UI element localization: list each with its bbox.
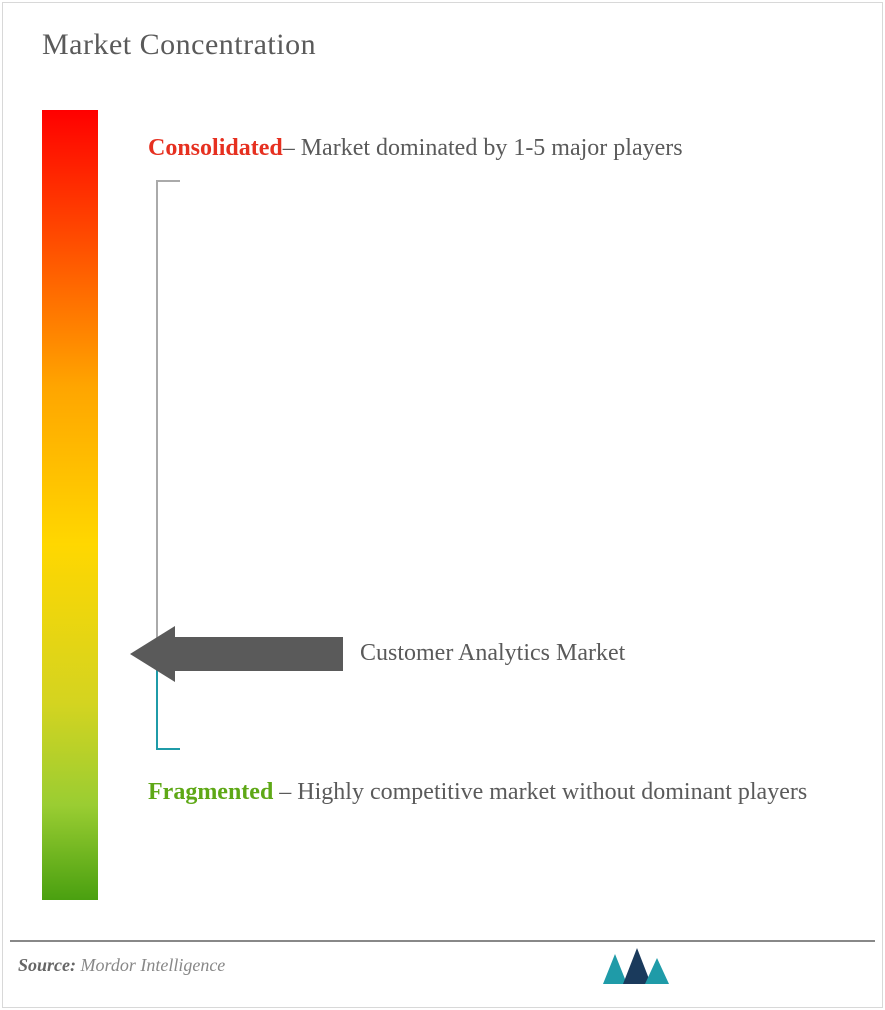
source-value: Mordor Intelligence [76, 955, 225, 975]
market-position-arrow [130, 626, 343, 682]
fragmented-word: Fragmented [148, 779, 273, 805]
consolidated-word: Consolidated [148, 135, 283, 161]
arrow-head-icon [130, 626, 175, 682]
gradient-svg [42, 110, 98, 900]
consolidated-label: Consolidated– Market dominated by 1-5 ma… [148, 120, 828, 178]
source-attribution: Source: Mordor Intelligence [18, 955, 225, 976]
market-name-label: Customer Analytics Market [360, 640, 625, 667]
bottom-divider [10, 940, 875, 942]
chart-container: Market Concentration Consolidated– Marke… [0, 0, 885, 1010]
fragmented-description: – Highly competitive market without domi… [273, 779, 807, 805]
source-label: Source: [18, 955, 76, 975]
arrow-body [175, 637, 343, 671]
fragmented-label: Fragmented – Highly competitive market w… [148, 764, 848, 822]
chart-title: Market Concentration [42, 28, 316, 62]
concentration-gradient-bar [42, 110, 98, 900]
consolidated-description: – Market dominated by 1-5 major players [283, 135, 683, 161]
brand-logo-icon [601, 944, 671, 988]
